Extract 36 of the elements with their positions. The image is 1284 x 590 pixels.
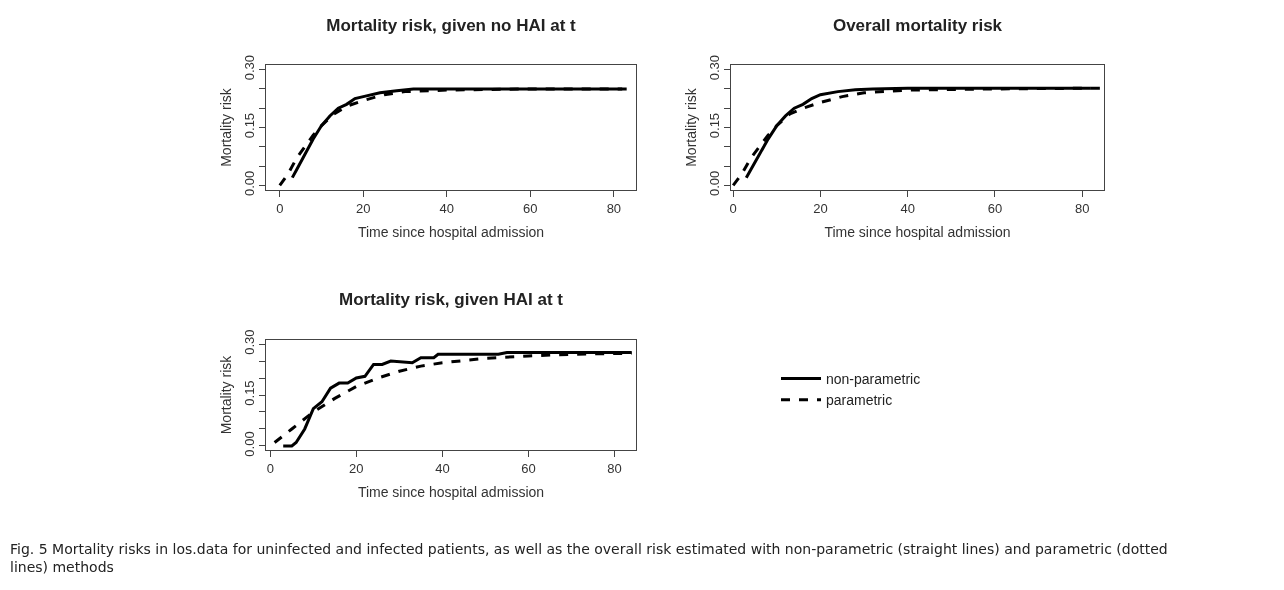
y-tick-label: 0.30 xyxy=(706,55,722,81)
y-axis-title: Mortality risk xyxy=(218,354,235,435)
y-tick-label: 0.15 xyxy=(241,112,257,139)
x-axis-title: Time since hospital admission xyxy=(357,483,545,500)
x-tick-label: 40 xyxy=(439,200,455,216)
y-tick-label: 0.15 xyxy=(706,112,722,139)
x-tick-label: 0 xyxy=(729,200,737,216)
x-axis-title: Time since hospital admission xyxy=(824,223,1011,240)
caption: Fig. 5 Mortality risks in los.data for uninfected and infected patients, as well as the overall risk estimated with non-parametric (straight lines) and parametric (dotted lines) methods xyxy=(10,540,1169,576)
y-tick-label: 0.30 xyxy=(241,329,257,355)
chart-title: Mortality risk, given no HAI at t xyxy=(326,15,577,35)
y-tick-label: 0.30 xyxy=(241,55,257,81)
x-tick-label: 60 xyxy=(987,200,1003,216)
chart-title: Mortality risk, given HAI at t xyxy=(339,289,564,309)
x-tick-label: 0 xyxy=(276,200,284,216)
x-tick-label: 80 xyxy=(606,200,622,216)
x-tick-label: 60 xyxy=(523,200,538,216)
x-tick-label: 0 xyxy=(266,460,274,476)
x-tick-label: 60 xyxy=(521,460,536,476)
x-tick-label: 20 xyxy=(349,460,364,476)
y-tick-label: 0.00 xyxy=(241,170,257,197)
y-axis-title: Mortality risk xyxy=(683,87,700,167)
x-tick-label: 80 xyxy=(1074,200,1090,216)
y-tick-label: 0.00 xyxy=(241,431,257,457)
y-tick-label: 0.15 xyxy=(241,380,257,406)
legend-label: parametric xyxy=(826,392,893,409)
legend-label: non-parametric xyxy=(826,371,921,388)
x-tick-label: 40 xyxy=(900,200,915,216)
x-tick-label: 40 xyxy=(435,460,450,476)
x-axis-title: Time since hospital admission xyxy=(357,223,545,240)
chart-title: Overall mortality risk xyxy=(832,15,1003,35)
y-tick-label: 0.00 xyxy=(706,170,722,197)
x-tick-label: 80 xyxy=(607,460,622,476)
y-axis-title: Mortality risk xyxy=(218,87,235,167)
x-tick-label: 20 xyxy=(813,200,828,216)
x-tick-label: 20 xyxy=(356,200,371,216)
